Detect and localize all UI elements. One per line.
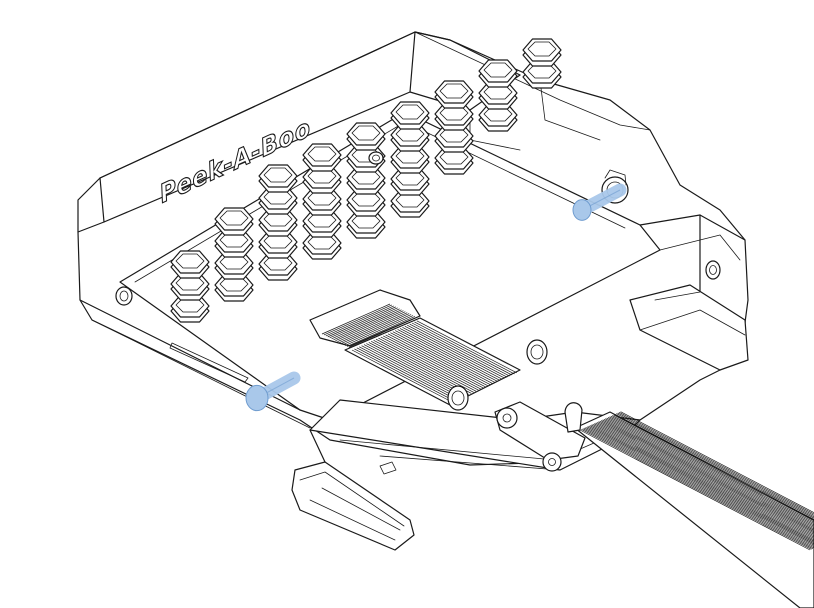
ribbon-wire: [361, 345, 462, 398]
ribbon-wire: [397, 329, 498, 382]
ribbon-wire: [584, 427, 814, 549]
ribbon-wire: [329, 307, 398, 339]
ribbon-wire: [399, 328, 501, 381]
mounting-holes: [115, 151, 721, 411]
ribbon-wire: [579, 429, 811, 551]
ribbon-wire: [385, 334, 486, 388]
cable-clamp: [494, 401, 586, 472]
ribbon-wire: [404, 325, 505, 379]
hex-button: [302, 143, 342, 172]
ribbon-wire: [341, 313, 410, 344]
ribbon-wire: [581, 429, 812, 550]
ribbon-wire: [620, 411, 814, 514]
ribbon-wire: [616, 413, 814, 518]
ribbon-wire: [351, 349, 453, 403]
ribbon-wire: [617, 412, 814, 516]
ribbon-wire: [595, 422, 814, 538]
ribbon-wire: [325, 305, 394, 337]
ribbon-cable-upper: [309, 289, 521, 406]
ribbon-wire: [344, 315, 414, 346]
ribbon-wire: [354, 348, 455, 402]
hex-button: [258, 164, 298, 193]
ribbon-wire: [411, 322, 513, 376]
ribbon-wire: [585, 427, 814, 548]
ribbon-wire: [395, 330, 496, 383]
hex-button: [214, 207, 254, 236]
ribbon-wire: [371, 341, 472, 394]
hex-button: [170, 250, 210, 279]
ribbon-wire: [390, 332, 491, 386]
ribbon-wire: [342, 314, 412, 345]
ribbon-wire: [614, 413, 814, 519]
ribbon-wire: [596, 422, 814, 537]
ribbon-wire: [409, 323, 510, 377]
ribbon-wire: [414, 321, 515, 375]
ribbon-wire: [373, 339, 474, 393]
ribbon-wire: [337, 311, 406, 343]
highlighted-screw: [572, 183, 627, 221]
ribbon-wire: [363, 344, 465, 397]
ribbon-wire: [331, 308, 400, 340]
ribbon-wire: [407, 324, 508, 378]
hex-button: [390, 167, 430, 196]
hex-button: [302, 165, 342, 194]
ribbon-wire: [327, 306, 396, 338]
ribbon-wire: [368, 342, 469, 395]
ribbon-wire: [593, 423, 814, 539]
ribbon-wire: [605, 418, 814, 528]
hex-button: [434, 80, 474, 109]
ribbon-wire: [609, 416, 814, 524]
hex-button: [522, 38, 562, 67]
ribbon-wire: [582, 428, 813, 550]
ribbon-wire: [591, 424, 814, 542]
ribbon-wire: [592, 424, 814, 541]
highlighted-screws: [245, 183, 627, 412]
ribbon-cable-lower: [574, 411, 814, 608]
ribbon-wire: [588, 425, 814, 545]
ribbon-wire: [619, 412, 814, 515]
ribbon-wire: [416, 320, 517, 374]
ribbon-wire: [606, 417, 814, 527]
ribbon-wire: [375, 338, 477, 392]
ribbon-wire: [589, 425, 814, 543]
ribbon-wire: [356, 347, 457, 401]
ribbon-wire: [387, 333, 489, 387]
ribbon-wire: [380, 336, 481, 390]
ribbon-wire: [392, 331, 493, 384]
ribbon-wire: [598, 421, 814, 535]
ribbon-wire: [602, 419, 814, 531]
hex-button: [390, 101, 430, 130]
ribbon-wire: [333, 309, 402, 341]
ribbon-wire: [402, 327, 503, 380]
ribbon-wire: [613, 414, 814, 520]
ribbon-wire: [348, 317, 418, 348]
hex-button-grid: [170, 38, 562, 323]
ribbon-wire: [612, 415, 814, 522]
ribbon-wire: [599, 420, 814, 534]
ribbon-wire: [603, 418, 814, 530]
ribbon-wire: [323, 304, 393, 336]
hex-button: [346, 122, 386, 151]
ribbon-wire: [321, 303, 391, 335]
highlighted-screw: [245, 371, 301, 412]
left-slot: [169, 342, 249, 383]
ribbon-wire: [378, 337, 479, 391]
hex-button: [478, 59, 518, 88]
ribbon-wire: [366, 343, 467, 396]
ribbon-wire: [600, 420, 814, 533]
ribbon-wire: [610, 415, 814, 523]
ribbon-wire: [607, 417, 814, 526]
ribbon-wire: [383, 335, 484, 389]
ribbon-wire: [335, 310, 404, 342]
ribbon-wire: [346, 316, 416, 347]
ribbon-wire: [339, 312, 408, 343]
ribbon-wire: [359, 346, 460, 400]
left-latch: [291, 429, 415, 551]
ribbon-wire: [586, 426, 814, 546]
